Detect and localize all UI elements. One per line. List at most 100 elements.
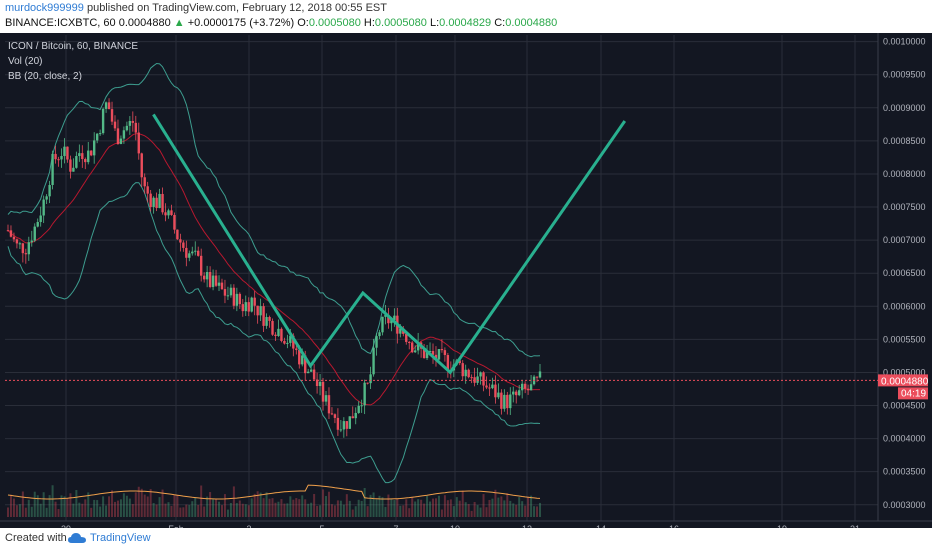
candle-body [443,350,447,356]
candle-body [232,287,236,306]
publish-text: published on TradingView.com, February 1… [86,2,387,14]
volume-bar [274,502,277,517]
y-tick-label: 0.0007500 [883,202,926,212]
candle-body [241,304,244,312]
volume-bar [84,499,87,517]
volume-bar [310,502,313,517]
candle-body [298,349,301,365]
candle-body [342,421,346,430]
volume-bar [170,505,173,517]
volume-bar [164,503,167,517]
volume-bar [387,494,390,517]
volume-bar [363,488,366,517]
candle-body [95,133,99,141]
volume-bar [512,503,515,517]
volume-bar [75,490,78,517]
volume-bar [63,496,66,517]
volume-bar [125,495,128,517]
volume-bar [491,498,494,517]
price-chart[interactable]: 0.0010000 0.0009500 0.0009000 0.0008500 0.00… [0,33,932,528]
candle-body [500,392,503,409]
candle-body [107,102,111,110]
y-tick-label: 0.0005500 [883,334,926,344]
tradingview-link[interactable]: TradingView [90,532,151,544]
volume-bar [283,503,286,517]
volume-bar [191,501,194,517]
candle-body [437,349,441,360]
volume-bar [42,492,45,517]
countdown-value: 04:19 [901,388,926,399]
candle-body [119,138,123,145]
volume-bar [286,503,289,517]
candle-body [351,416,354,419]
candle-body [405,333,408,342]
close-label: C: [494,17,506,29]
candle-body [336,417,340,430]
volume-bars [7,484,541,517]
volume-bar [87,492,90,517]
volume-bar [354,506,357,517]
candle-body [158,193,161,208]
price-axis[interactable]: 0.0010000 0.0009500 0.0009000 0.0008500 0.00… [877,33,932,528]
countdown-box [898,387,928,400]
volume-bar [250,498,253,517]
volume-bar [295,498,298,517]
candle-body [226,295,230,297]
candle-body [520,383,524,391]
volume-bar [384,506,387,517]
volume-bar [265,492,268,517]
volume-bar [66,498,69,517]
candle-body [301,355,304,365]
volume-bar [176,494,179,517]
up-arrow-icon: ▲ [173,17,185,29]
candle-body [464,369,467,377]
volume-bar [113,501,116,517]
candle-body [51,153,54,185]
volume-bar [137,486,140,517]
candle-body [390,320,393,324]
candle-body [324,395,328,402]
projection-drawing[interactable] [152,113,627,375]
volume-bar [122,493,125,517]
volume-bar [256,491,259,517]
candle-body [485,385,488,388]
volume-bar [238,500,241,517]
volume-bar [241,503,244,517]
open-label: O: [297,17,309,29]
volume-bar [220,505,223,517]
volume-bar [90,507,93,517]
volume-bar [108,496,111,517]
candle-body [185,247,188,258]
candle-body [306,371,310,374]
candle-body [330,413,334,415]
candle-body [101,108,105,134]
close-value: 0.0004880 [505,17,558,29]
time-axis[interactable]: 29 Feb 3 5 7 10 12 14 16 19 21 [0,520,932,528]
volume-bar [345,494,348,517]
price-tag-value: 0.0004880 [881,376,929,387]
volume-bar [539,502,541,517]
candle-body [339,429,343,431]
candle-body [440,349,444,351]
candle-body [98,133,102,135]
candle-body [191,251,194,254]
candle-body [72,167,75,172]
candle-body [202,275,206,280]
candle-body [271,320,274,335]
candle-body [467,369,470,378]
volume-bar [39,503,42,517]
candle-body [416,342,420,351]
x-tick-label: 3 [246,524,251,528]
candle-body [211,275,215,287]
author-link[interactable]: murdock999999 [5,2,84,14]
volume-bar [494,489,497,517]
footer: Created with TradingView [0,528,932,550]
volume-bar [218,501,221,517]
candle-body [140,153,143,178]
volume-ma-line [7,484,541,500]
volume-bar [488,499,491,517]
candle-body [45,196,48,200]
volume-bar [185,504,188,517]
candle-body [354,412,357,419]
x-tick-label: Feb [168,524,184,528]
